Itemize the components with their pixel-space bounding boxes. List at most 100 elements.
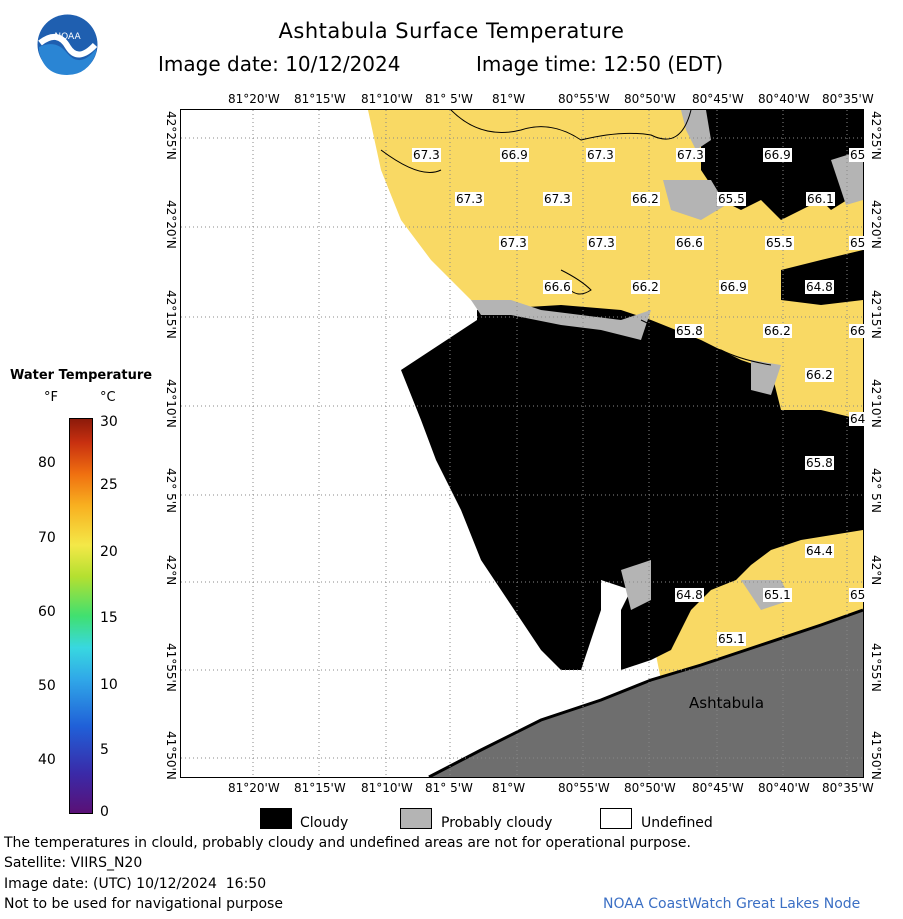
lat-label-left: 42°20'N (164, 200, 178, 249)
temperature-label: 65.5 (717, 192, 746, 206)
lon-label-bottom: 81°15'W (294, 781, 346, 795)
colorbar (69, 418, 93, 814)
probably-cloudy-label: Probably cloudy (441, 815, 553, 831)
temperature-label: 65.1 (763, 588, 792, 602)
lon-label-bottom: 81°10'W (361, 781, 413, 795)
nav-note-text: Not to be used for navigational purpose (4, 896, 283, 912)
lon-label-top: 81°10'W (361, 92, 413, 106)
image-time: Image time: 12:50 (EDT) (476, 52, 724, 76)
colorbar-c-tick: 20 (100, 544, 118, 560)
lon-label-bottom: 80°45'W (692, 781, 744, 795)
temperature-label: 64.8 (675, 588, 704, 602)
lon-label-top: 80°35'W (822, 92, 874, 106)
temperature-label: 66.6 (543, 280, 572, 294)
cloudy-swatch (260, 808, 292, 829)
temperature-label: 67.3 (543, 192, 572, 206)
lon-label-bottom: 81° 5'W (425, 781, 473, 795)
lon-label-bottom: 80°50'W (624, 781, 676, 795)
lon-label-top: 81°15'W (294, 92, 346, 106)
lat-label-left: 42°15'N (164, 290, 178, 339)
cloudy-label: Cloudy (300, 815, 349, 831)
land-area (429, 610, 863, 777)
lat-label-left: 42° 5'N (164, 468, 178, 513)
lon-label-bottom: 80°55'W (558, 781, 610, 795)
temperature-map: 67.3 66.9 67.3 67.3 66.9 65 67.3 67.3 66.2 65.5 66… (180, 109, 867, 778)
probably-cloudy-4 (831, 150, 863, 205)
temperature-label: 66.9 (500, 148, 529, 162)
lon-label-top: 80°50'W (624, 92, 676, 106)
lat-label-left: 42°10'N (164, 379, 178, 428)
colorbar-c-tick: 30 (100, 414, 118, 430)
temperature-label: 66 (849, 324, 867, 338)
unit-c: °C (100, 390, 116, 405)
probably-cloudy-swatch (400, 808, 432, 829)
temperature-label: 67.3 (499, 236, 528, 250)
lon-label-bottom: 81°20'W (228, 781, 280, 795)
lat-label-right: 42°10'N (869, 379, 883, 428)
colorbar-f-tick: 70 (38, 530, 56, 546)
colorbar-c-tick: 15 (100, 610, 118, 626)
temperature-label: 67.3 (586, 148, 615, 162)
colorbar-f-tick: 40 (38, 752, 56, 768)
satellite-text: Satellite: VIIRS_N20 (4, 855, 143, 871)
probably-cloudy-1 (471, 300, 651, 340)
temperature-label: 64.8 (805, 280, 834, 294)
colorbar-c-tick: 0 (100, 804, 109, 820)
ashtabula-label: Ashtabula (689, 694, 765, 712)
lat-label-right: 42° 5'N (869, 468, 883, 513)
temperature-label: 66.2 (631, 192, 660, 206)
undefined-label: Undefined (641, 815, 713, 831)
temperature-label: 65.5 (765, 236, 794, 250)
lat-label-right: 42°20'N (869, 200, 883, 249)
temperature-label: 67.3 (587, 236, 616, 250)
lat-label-left: 42°25'N (164, 111, 178, 160)
disclaimer-text: The temperatures in clould, probably clo… (4, 835, 691, 851)
lon-label-top: 81°20'W (228, 92, 280, 106)
temperature-label: 66.2 (631, 280, 660, 294)
colorbar-title: Water Temperature (10, 368, 153, 383)
temperature-label: 67.3 (455, 192, 484, 206)
lon-label-top: 81°W (492, 92, 526, 106)
lat-label-right: 41°50'N (869, 731, 883, 780)
temperature-label: 67.3 (676, 148, 705, 162)
temperature-label: 64.4 (805, 544, 834, 558)
lon-label-bottom: 80°35'W (822, 781, 874, 795)
probably-cloudy-6 (621, 560, 651, 610)
probably-cloudy-5 (751, 360, 781, 395)
temperature-label: 65 (849, 148, 867, 162)
colorbar-c-tick: 5 (100, 742, 109, 758)
page-title: Ashtabula Surface Temperature (278, 19, 625, 43)
temperature-label: 65 (849, 236, 867, 250)
temperature-label: 64 (849, 412, 867, 426)
probably-cloudy-2 (681, 110, 711, 150)
temperature-label: 65.8 (675, 324, 704, 338)
colorbar-f-tick: 50 (38, 678, 56, 694)
unit-f: °F (44, 390, 58, 405)
temperature-label: 65.1 (717, 632, 746, 646)
colorbar-f-tick: 60 (38, 604, 56, 620)
lat-label-right: 42°25'N (869, 111, 883, 160)
image-date: Image date: 10/12/2024 (158, 52, 401, 76)
colorbar-c-tick: 10 (100, 677, 118, 693)
lon-label-top: 80°45'W (692, 92, 744, 106)
temperature-label: 66.9 (763, 148, 792, 162)
noaa-logo: NOAA (36, 13, 99, 76)
credit-text: NOAA CoastWatch Great Lakes Node (603, 896, 861, 912)
colorbar-f-tick: 80 (38, 455, 56, 471)
lat-label-left: 41°50'N (164, 731, 178, 780)
cloud-mid-right (781, 250, 863, 305)
lat-label-left: 41°55'N (164, 643, 178, 692)
temperature-label: 66.6 (675, 236, 704, 250)
temperature-label: 66.2 (763, 324, 792, 338)
temperature-label: 66.9 (719, 280, 748, 294)
lon-label-bottom: 80°40'W (758, 781, 810, 795)
probably-cloudy-3 (663, 180, 726, 220)
lon-label-top: 81° 5'W (425, 92, 473, 106)
undefined-swatch (600, 808, 632, 829)
lat-label-right: 41°55'N (869, 643, 883, 692)
lon-label-top: 80°55'W (558, 92, 610, 106)
lon-label-top: 80°40'W (758, 92, 810, 106)
utc-date-text: Image date: (UTC) 10/12/2024 16:50 (4, 876, 267, 892)
lat-label-left: 42°N (164, 555, 178, 586)
lat-label-right: 42°N (869, 555, 883, 586)
